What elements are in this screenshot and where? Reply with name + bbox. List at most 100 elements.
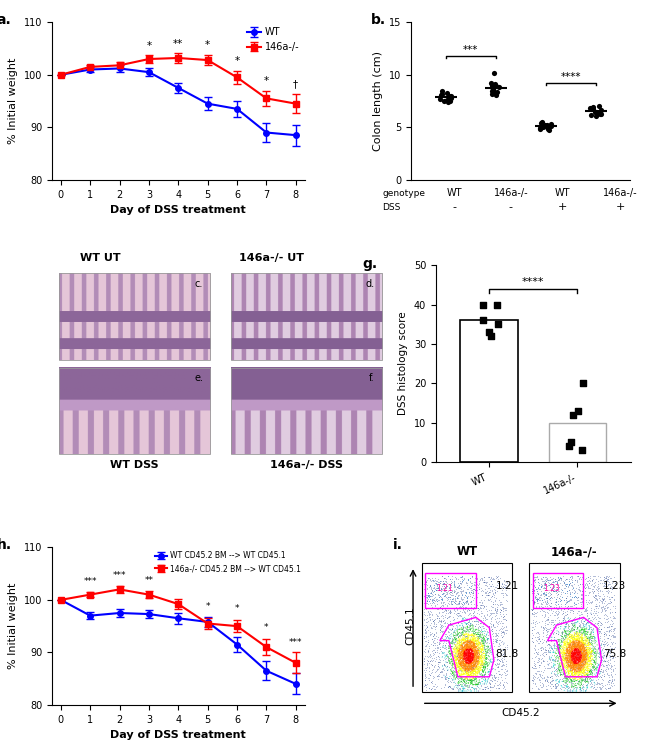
- Point: [582, 643, 592, 654]
- Point: [467, 628, 477, 640]
- Point: [422, 589, 432, 601]
- Point: [462, 654, 472, 666]
- Point: [469, 660, 480, 672]
- Point: [567, 620, 578, 631]
- Point: [450, 649, 460, 661]
- Point: [584, 672, 594, 683]
- Point: [451, 654, 462, 666]
- Point: [557, 651, 567, 663]
- Point: [473, 591, 483, 603]
- Point: [469, 650, 479, 662]
- Point: [460, 651, 470, 663]
- Point: [606, 642, 617, 654]
- Point: [573, 645, 583, 657]
- Point: [555, 669, 566, 681]
- Point: [479, 663, 489, 674]
- Point: [577, 674, 587, 686]
- Point: [474, 663, 484, 674]
- Point: [569, 641, 579, 653]
- Point: [458, 620, 468, 631]
- Point: [478, 660, 489, 672]
- Point: [440, 660, 450, 672]
- Point: [473, 653, 484, 665]
- Point: [452, 620, 463, 632]
- Point: [467, 654, 477, 666]
- Point: [469, 645, 479, 657]
- Point: [578, 652, 589, 664]
- Point: [571, 637, 582, 649]
- Point: [489, 604, 500, 616]
- Point: [426, 676, 436, 688]
- Point: [471, 634, 482, 646]
- Point: [568, 662, 578, 674]
- Point: [567, 649, 577, 661]
- Point: [540, 577, 550, 588]
- Point: [462, 594, 472, 606]
- Point: [571, 666, 582, 677]
- Point: [598, 651, 608, 663]
- Point: [556, 583, 566, 595]
- Point: [582, 657, 593, 669]
- Point: [490, 585, 501, 597]
- Point: [577, 661, 588, 673]
- Point: [462, 653, 473, 665]
- Point: [471, 646, 482, 657]
- Point: [489, 589, 499, 601]
- Point: [469, 671, 479, 683]
- Point: [536, 574, 547, 585]
- Point: [558, 654, 568, 666]
- Point: [472, 646, 482, 658]
- Point: [533, 683, 543, 695]
- Point: [579, 654, 590, 666]
- Point: [466, 658, 476, 670]
- Point: [460, 668, 470, 680]
- Point: [467, 646, 478, 657]
- Point: [580, 648, 590, 660]
- Point: [478, 601, 489, 613]
- Point: [585, 571, 595, 582]
- Point: [587, 633, 597, 645]
- Point: [460, 662, 470, 674]
- Point: [500, 641, 511, 653]
- Point: [474, 603, 484, 615]
- Point: [604, 593, 615, 605]
- Point: [599, 646, 609, 658]
- Point: [456, 575, 467, 587]
- Point: [439, 633, 450, 645]
- Point: [603, 654, 613, 666]
- Point: [590, 656, 600, 668]
- Point: [574, 640, 584, 652]
- Point: [458, 660, 468, 672]
- Point: [488, 620, 499, 631]
- Point: [570, 611, 580, 623]
- Point: [462, 642, 472, 654]
- Point: [467, 663, 477, 675]
- Point: [488, 618, 499, 630]
- Point: [533, 573, 543, 585]
- Point: [477, 645, 488, 657]
- Point: [450, 640, 461, 651]
- Point: [463, 654, 474, 666]
- Point: [567, 631, 577, 643]
- Point: [567, 666, 578, 678]
- Point: [484, 647, 495, 659]
- Point: [477, 651, 488, 663]
- Point: [424, 596, 434, 608]
- Point: [471, 673, 481, 685]
- Point: [422, 605, 433, 617]
- Point: [553, 598, 564, 610]
- Point: [456, 633, 467, 645]
- Point: [552, 669, 562, 680]
- Point: [465, 654, 475, 666]
- Point: [463, 642, 473, 654]
- Point: [573, 663, 583, 674]
- Point: [445, 676, 456, 688]
- Point: [453, 651, 463, 663]
- Point: [477, 656, 488, 668]
- Point: [584, 620, 594, 631]
- Point: [556, 657, 566, 669]
- Point: [458, 654, 469, 666]
- Point: [561, 644, 571, 656]
- Point: [589, 676, 599, 688]
- Point: [476, 658, 486, 670]
